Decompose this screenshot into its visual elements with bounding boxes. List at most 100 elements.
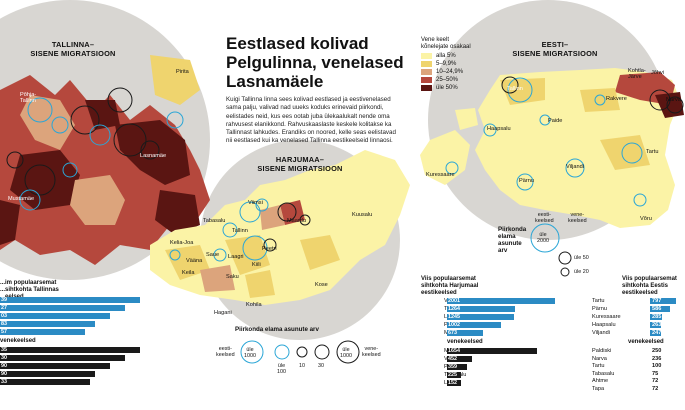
place-label: Saue <box>206 252 220 258</box>
tallinn-rus-value: 90 <box>1 363 7 369</box>
eesti-est-bar <box>650 330 661 336</box>
tallinn-est-value: 27 <box>1 305 7 311</box>
color-legend: Vene keelt kõnelejate osakaal alla 5% 5–… <box>421 37 511 91</box>
place-label: Kohtla- Järve <box>628 68 646 80</box>
legend-item: alla 5% <box>421 53 511 59</box>
eesti-circle-label: üle 50 <box>574 255 589 261</box>
harju-est-bar <box>447 330 484 336</box>
place-label: Võru <box>640 216 652 222</box>
eesti-est-value: 285 <box>652 314 662 320</box>
place-label: Saku <box>226 274 239 280</box>
legend-item-label: üle 50% <box>436 85 458 91</box>
tallinn-est-value: 83 <box>1 321 7 327</box>
place-label: Pärnu <box>519 178 534 184</box>
tallinn-rus-value: 30 <box>1 355 7 361</box>
eesti-est-value: 263 <box>652 322 662 328</box>
eesti-est-bar <box>650 298 676 304</box>
place-label: Põhja- Tallinn <box>20 92 37 104</box>
place-label: Kuressaare <box>426 172 455 178</box>
eesti-circle-legend-title: Piirkonda elama asunute arv <box>498 226 527 254</box>
place-label: Peetri <box>262 246 277 252</box>
tallinn-est-value: 39 <box>1 297 7 303</box>
tallinn-rus-bar <box>0 355 125 361</box>
harju-rus-bar <box>447 356 472 362</box>
harju-rus-value: 225 <box>448 372 457 378</box>
tallinn-migration-circles <box>6 87 184 211</box>
legend-item-label: alla 5% <box>436 53 456 59</box>
eesti-circle-label: üle 2000 <box>537 232 549 244</box>
place-label: Narva <box>666 97 681 103</box>
tallinn-est-value: 57 <box>1 329 7 335</box>
harju-est-bar <box>447 298 555 304</box>
place-label: Rakvere <box>606 96 627 102</box>
place-label: Laagri <box>228 254 244 260</box>
tallinn-est-bar <box>0 305 125 311</box>
place-label: Haapsalu <box>487 126 511 132</box>
eesti-map-title: EESTI– SISENE MIGRATSIOON <box>512 40 598 58</box>
headline-line-3: Lasnamäele <box>226 72 324 91</box>
harju-rus-value: 359 <box>448 364 457 370</box>
tallinn-rus-value: 33 <box>1 379 7 385</box>
harju-est-value: 1245 <box>448 314 460 320</box>
harjumaa-map <box>150 150 410 305</box>
eesti-bars-title: Viis populaarsemat sihtkohta Eestis eest… <box>622 276 677 296</box>
eesti-est-bar <box>650 322 662 328</box>
harju-rus-bar <box>447 372 461 378</box>
tallinn-est-bar <box>0 321 95 327</box>
harju-est-value: 1002 <box>448 322 460 328</box>
harju-circle-legend-title: Piirkonda elama asunute arv <box>235 326 319 333</box>
harju-circle-label: üle 100 <box>277 363 286 375</box>
legend-swatch <box>421 61 432 67</box>
place-label: Paide <box>548 118 563 124</box>
harju-est-bar <box>447 306 516 312</box>
eesti-rus-value: 100 <box>652 363 662 369</box>
harju-circle-legend-right: vene- keelsed <box>362 346 381 358</box>
headline-line-2: Pelgulinna, venelased <box>226 53 404 72</box>
place-label: Kohila <box>246 302 262 308</box>
eesti-circle-legend-graphics <box>530 223 572 277</box>
eesti-est-bar <box>650 306 671 312</box>
legend-item-label: 10–24,9% <box>436 69 464 75</box>
place-label: Hagani <box>214 310 232 316</box>
place-label: Viimsi <box>248 200 263 206</box>
place-label: Jõhvi <box>651 70 665 76</box>
tallinn-est-bar <box>0 329 85 335</box>
place-label: Kiili <box>252 262 261 268</box>
harju-rus-value: 452 <box>448 356 457 362</box>
eesti-circle-label: üle 20 <box>574 269 589 275</box>
harjumaa-map-title: HARJUMAA– SISENE MIGRATSIOON <box>257 155 343 173</box>
eesti-est-value: 247 <box>652 330 662 336</box>
headline: Eestlased kolivad Pelgulinna, venelased … <box>226 34 406 91</box>
legend-title: Vene keelt kõnelejate osakaal <box>421 37 471 50</box>
harju-rus-bar <box>447 348 537 354</box>
harju-est-value: 2001 <box>448 298 460 304</box>
harju-circle-legend-left: eesti- keelsed <box>216 346 235 358</box>
eesti-rus-value: 72 <box>652 378 659 384</box>
place-label: Tallinn <box>507 86 523 92</box>
eesti-migration-circles <box>445 76 684 207</box>
harju-est-bar <box>447 322 502 328</box>
tallinn-bars-sub: venekeelsed <box>0 338 36 344</box>
place-label: Vääna <box>186 258 203 264</box>
eesti-est-value: 586 <box>652 306 662 312</box>
harjumaa-migration-circles <box>169 198 311 262</box>
tallinn-map-title: TALLINNA– SISENE MIGRATSIOON <box>30 40 116 58</box>
harju-circle-label: üle 1000 <box>244 347 256 359</box>
place-label: Maardu <box>287 218 306 224</box>
place-label: Kose <box>315 282 328 288</box>
legend-item-label: 5–9,9% <box>436 61 457 67</box>
legend-item: 25–50% <box>421 77 511 83</box>
legend-item: 5–9,9% <box>421 61 511 67</box>
legend-item: üle 50% <box>421 85 511 91</box>
harju-bars-title: Viis populaarsemat sihtkohta Harjumaal e… <box>421 276 479 296</box>
harju-est-bar <box>447 314 515 320</box>
headline-line-1: Eestlased kolivad <box>226 34 369 53</box>
tallinn-rus-bar <box>0 371 95 377</box>
eesti-rus-value: 236 <box>652 355 662 362</box>
tallinn-rus-value: 90 <box>1 371 7 377</box>
tallinn-est-bar <box>0 313 110 319</box>
place-label: Tartu <box>646 149 659 155</box>
eesti-est-bar <box>650 314 662 320</box>
place-label: Kelia-Joa <box>170 240 194 246</box>
